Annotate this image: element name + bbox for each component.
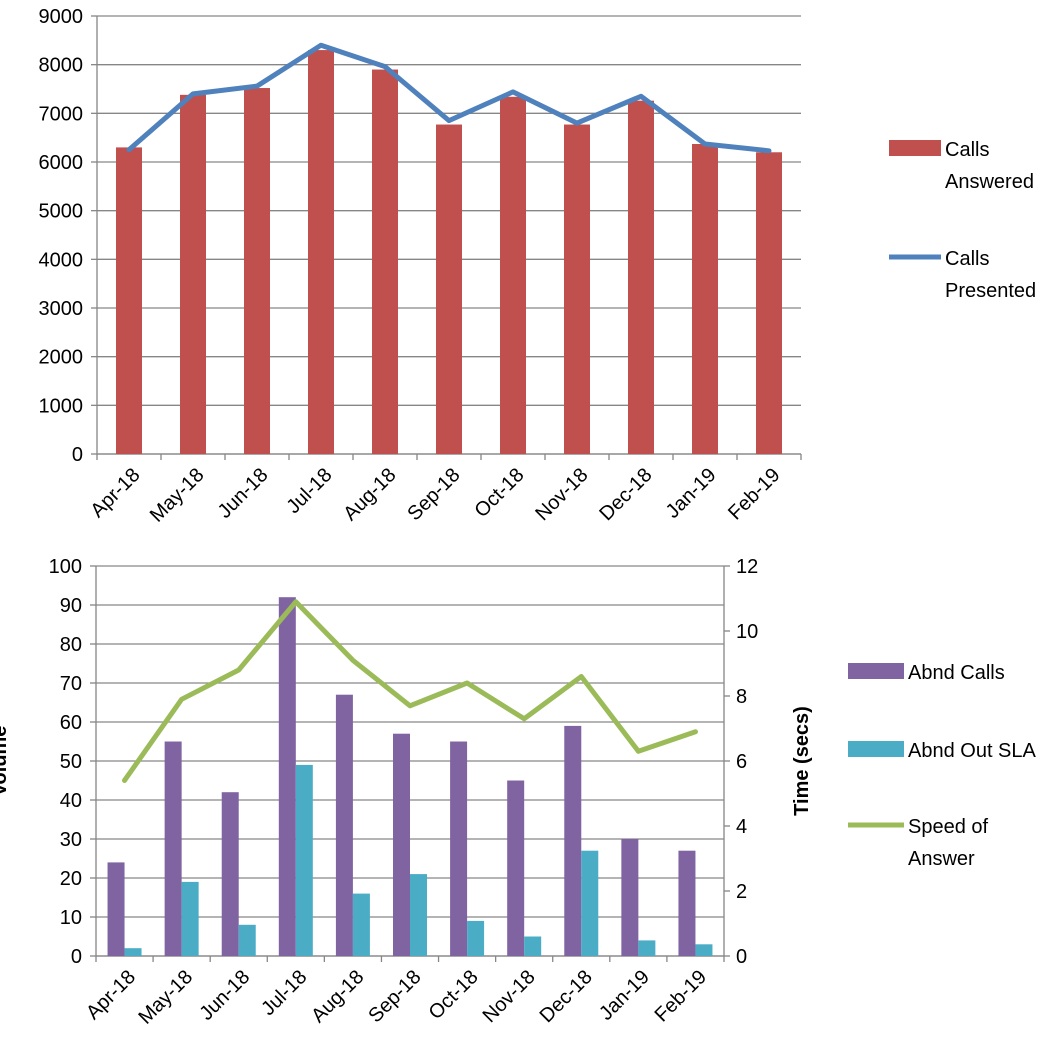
- chart2-legend-label: Abnd Out SLA: [908, 740, 1037, 762]
- chart2-y-tick-label: 10: [60, 907, 82, 929]
- chart2-x-tick-label: Jun-18: [195, 966, 254, 1025]
- chart2-bar-abnd-out-sla: [524, 936, 542, 956]
- chart1-x-tick-label: Jan-19: [662, 464, 721, 523]
- chart2-y2-tick-label: 0: [736, 946, 747, 968]
- chart2-x-tick-label: Oct-18: [425, 966, 483, 1024]
- chart1-bar-calls-answered: [308, 50, 334, 455]
- chart2-bar-abnd-calls: [507, 780, 525, 956]
- chart1-y-tick-label: 9000: [39, 6, 84, 28]
- chart2-bar-abnd-calls: [564, 725, 582, 956]
- chart1-x-tick-label: Nov-18: [531, 464, 592, 525]
- chart1-y-tick-label: 5000: [39, 201, 84, 223]
- chart2-x-tick-label: Sep-18: [364, 966, 425, 1027]
- chart2-y-tick-label: 30: [60, 829, 82, 851]
- chart2-bar-abnd-calls: [393, 733, 410, 956]
- chart1-x-tick-label: Sep-18: [403, 464, 464, 525]
- chart2-y2-tick-label: 4: [736, 816, 747, 838]
- chart2-x-tick-label: Feb-19: [651, 966, 711, 1026]
- chart1-y-tick-label: 1000: [39, 395, 84, 417]
- chart2-bar-abnd-out-sla: [638, 940, 656, 956]
- chart1-legend-swatch: [889, 140, 941, 156]
- chart2-x-tick-label: Jan-19: [595, 966, 654, 1025]
- chart2-x-tick-label: Nov-18: [479, 966, 540, 1027]
- chart1-y-tick-label: 6000: [39, 152, 84, 174]
- chart2-y2-tick-label: 10: [736, 621, 758, 643]
- chart2-y-tick-label: 20: [60, 868, 82, 890]
- chart2-bar-abnd-out-sla: [352, 893, 370, 956]
- chart2-bar-abnd-out-sla: [581, 850, 599, 956]
- chart2-bar-abnd-out-sla: [467, 920, 485, 956]
- chart2-bar-abnd-calls: [107, 862, 125, 956]
- chart2-bar-abnd-calls: [621, 839, 639, 956]
- chart1-x-tick-label: Jun-18: [214, 464, 273, 523]
- chart1-legend-label: Calls: [945, 139, 989, 161]
- chart2-x-tick-label: Jul-18: [257, 966, 311, 1020]
- chart1-bar-calls-answered: [372, 69, 398, 455]
- chart2-y-axis-title: Volume: [0, 726, 11, 797]
- chart2-y-tick-label: 60: [60, 712, 82, 734]
- chart2-legend-label: Abnd Calls: [908, 662, 1005, 684]
- chart2-bar-abnd-calls: [678, 850, 696, 956]
- chart1-x-tick-label: Oct-18: [471, 464, 529, 522]
- chart2-y-tick-label: 90: [60, 595, 82, 617]
- chart2-y-tick-label: 70: [60, 673, 82, 695]
- chart1-bar-calls-answered: [436, 124, 462, 454]
- chart1-bar-calls-answered: [180, 94, 206, 454]
- chart2-bar-abnd-out-sla: [238, 924, 256, 956]
- chart1-bar-calls-answered: [628, 100, 654, 455]
- chart2-y2-tick-label: 6: [736, 751, 747, 773]
- chart2-bar-abnd-calls: [278, 597, 296, 956]
- chart2-y-tick-label: 80: [60, 634, 82, 656]
- chart1-bar-calls-answered: [692, 143, 718, 454]
- chart2-bar-abnd-calls: [450, 741, 468, 956]
- chart2-legend-swatch: [848, 741, 904, 757]
- chart1-y-tick-label: 8000: [39, 55, 84, 77]
- chart2-x-tick-label: Aug-18: [307, 966, 368, 1027]
- chart1-legend-label: Presented: [945, 280, 1036, 302]
- chart1-x-tick-label: Jul-18: [282, 464, 336, 518]
- chart2-bar-abnd-calls: [164, 741, 182, 956]
- chart2-legend-label: Answer: [908, 848, 975, 870]
- chart1-bar-calls-answered: [116, 147, 142, 454]
- chart1-y-tick-label: 2000: [39, 347, 84, 369]
- chart2-bar-abnd-calls: [221, 792, 239, 956]
- chart2-y2-tick-label: 8: [736, 686, 747, 708]
- chart1-x-tick-label: May-18: [146, 464, 209, 527]
- chart1-y-tick-label: 7000: [39, 103, 84, 125]
- chart2-bar-abnd-out-sla: [695, 944, 713, 956]
- chart1-legend-label: Answered: [945, 171, 1034, 193]
- chart2-x-tick-label: Apr-18: [82, 966, 140, 1024]
- chart2-bar-abnd-calls: [335, 694, 353, 956]
- chart2-x-tick-label: Dec-18: [536, 966, 597, 1027]
- chart1-x-tick-label: Apr-18: [87, 464, 145, 522]
- chart1-bar-calls-answered: [564, 124, 590, 454]
- chart1-y-tick-label: 3000: [39, 298, 84, 320]
- chart2-y-tick-label: 100: [49, 556, 82, 578]
- chart2-y-tick-label: 0: [71, 946, 82, 968]
- chart2-bar-abnd-out-sla: [181, 881, 199, 956]
- chart1-x-tick-label: Aug-18: [339, 464, 400, 525]
- chart1-bar-calls-answered: [244, 88, 270, 454]
- chart1-x-tick-label: Feb-19: [724, 464, 784, 524]
- chart2-bar-abnd-out-sla: [295, 764, 313, 956]
- chart2-x-tick-label: May-18: [134, 966, 197, 1029]
- abandoned-calls-chart: 0 10 20 30 40 50 60 70 80 90 100 0 2 4 6 8 10 12 Apr-18May…: [0, 556, 1037, 1029]
- calls-chart: 0 1000 2000 3000 4000 5000 6000 7000 8000 9000 Apr…: [39, 6, 1037, 527]
- chart2-y2-tick-label: 2: [736, 881, 747, 903]
- chart1-bar-calls-answered: [756, 152, 782, 454]
- chart1-x-tick-label: Dec-18: [595, 464, 656, 525]
- chart2-y2-tick-label: 12: [736, 556, 758, 578]
- chart1-y-tick-label: 4000: [39, 249, 84, 271]
- chart2-legend-swatch: [848, 663, 904, 679]
- chart1-y-tick-label: 0: [72, 444, 83, 466]
- chart1-bar-calls-answered: [500, 96, 526, 454]
- chart2-bar-abnd-out-sla: [124, 948, 142, 956]
- chart2-y2-axis-title: Time (secs): [791, 706, 813, 816]
- chart2-bar-abnd-out-sla: [410, 874, 427, 956]
- chart2-y-tick-label: 50: [60, 751, 82, 773]
- chart1-legend-label: Calls: [945, 248, 989, 270]
- chart2-legend-label: Speed of: [908, 816, 989, 838]
- chart2-y-tick-label: 40: [60, 790, 82, 812]
